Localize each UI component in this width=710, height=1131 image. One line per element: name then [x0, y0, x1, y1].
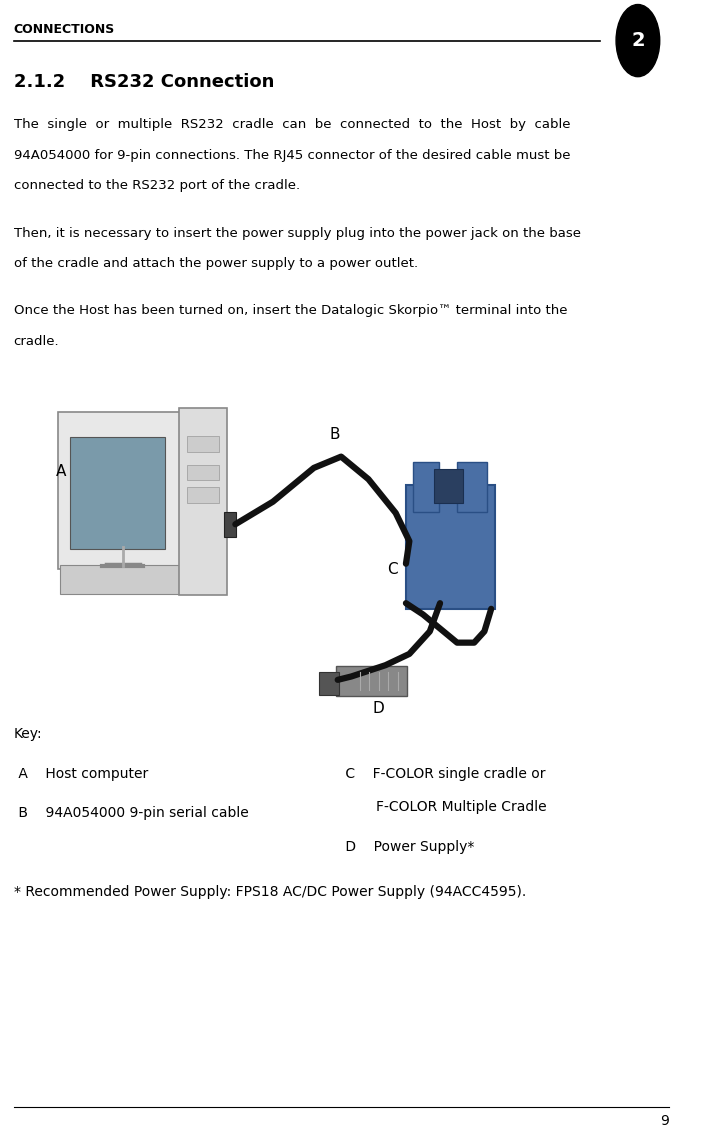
- FancyBboxPatch shape: [337, 666, 408, 696]
- FancyBboxPatch shape: [413, 463, 439, 512]
- Text: Key:: Key:: [13, 727, 43, 741]
- FancyBboxPatch shape: [187, 465, 219, 481]
- FancyBboxPatch shape: [224, 512, 236, 537]
- Text: 2.1.2    RS232 Connection: 2.1.2 RS232 Connection: [13, 74, 274, 92]
- Text: The  single  or  multiple  RS232  cradle  can  be  connected  to  the  Host  by : The single or multiple RS232 cradle can …: [13, 119, 570, 131]
- Text: Then, it is necessary to insert the power supply plug into the power jack on the: Then, it is necessary to insert the powe…: [13, 226, 581, 240]
- Text: CONNECTIONS: CONNECTIONS: [13, 23, 115, 36]
- Text: C: C: [387, 562, 398, 577]
- Text: D: D: [373, 700, 385, 716]
- Circle shape: [616, 5, 660, 77]
- Text: F-COLOR Multiple Cradle: F-COLOR Multiple Cradle: [341, 801, 547, 814]
- Text: * Recommended Power Supply: FPS18 AC/DC Power Supply (94ACC4595).: * Recommended Power Supply: FPS18 AC/DC …: [13, 886, 526, 899]
- Text: C    F-COLOR single cradle or: C F-COLOR single cradle or: [341, 767, 545, 780]
- Text: 94A054000 for 9-pin connections. The RJ45 connector of the desired cable must be: 94A054000 for 9-pin connections. The RJ4…: [13, 149, 570, 162]
- Text: B: B: [329, 426, 339, 441]
- FancyBboxPatch shape: [406, 485, 495, 608]
- FancyBboxPatch shape: [187, 487, 219, 503]
- FancyBboxPatch shape: [70, 438, 165, 549]
- FancyBboxPatch shape: [179, 408, 227, 595]
- Text: 2: 2: [631, 31, 645, 50]
- Text: Once the Host has been turned on, insert the Datalogic Skorpio™ terminal into th: Once the Host has been turned on, insert…: [13, 304, 567, 318]
- FancyBboxPatch shape: [60, 564, 179, 594]
- Text: of the cradle and attach the power supply to a power outlet.: of the cradle and attach the power suppl…: [13, 257, 417, 270]
- Text: connected to the RS232 port of the cradle.: connected to the RS232 port of the cradl…: [13, 180, 300, 192]
- FancyBboxPatch shape: [434, 469, 462, 503]
- Text: D    Power Supply*: D Power Supply*: [341, 840, 474, 854]
- FancyBboxPatch shape: [457, 463, 487, 512]
- Text: A: A: [56, 464, 67, 478]
- Text: A    Host computer: A Host computer: [13, 767, 148, 780]
- Text: cradle.: cradle.: [13, 335, 59, 348]
- FancyBboxPatch shape: [58, 412, 181, 569]
- FancyBboxPatch shape: [187, 437, 219, 452]
- Text: 9: 9: [660, 1114, 669, 1128]
- FancyBboxPatch shape: [319, 672, 339, 694]
- Text: B    94A054000 9-pin serial cable: B 94A054000 9-pin serial cable: [13, 806, 248, 820]
